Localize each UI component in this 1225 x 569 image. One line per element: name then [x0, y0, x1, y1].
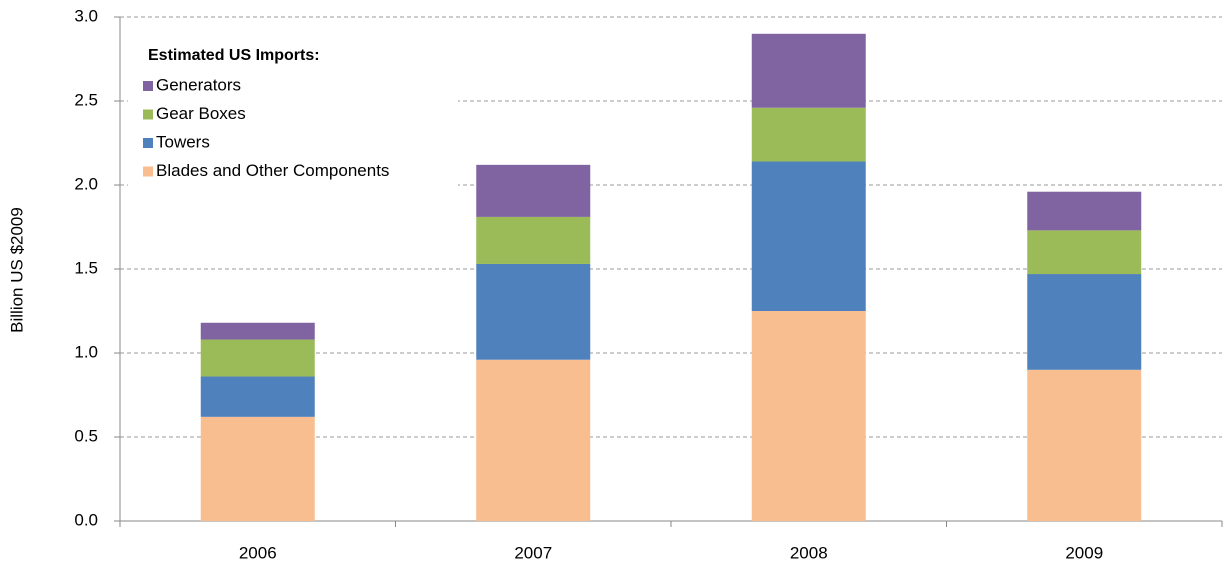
- bar-segment: [751, 311, 866, 521]
- y-tick-label: 1.5: [74, 258, 98, 277]
- y-tick-label: 0.0: [74, 510, 98, 529]
- bar-segment: [200, 322, 315, 340]
- bar-segment: [476, 359, 591, 521]
- bar-segment: [476, 164, 591, 217]
- y-tick-label: 0.5: [74, 426, 98, 445]
- bar-segment: [200, 339, 315, 377]
- y-tick-label: 3.0: [74, 6, 98, 25]
- legend-label: Generators: [156, 75, 241, 94]
- bar-segment: [1027, 274, 1142, 370]
- x-tick-label: 2006: [239, 543, 277, 562]
- legend-title: Estimated US Imports:: [148, 47, 320, 64]
- bar-segment: [476, 216, 591, 264]
- x-tick-label: 2008: [790, 543, 828, 562]
- bar-segment: [751, 161, 866, 311]
- bar-segment: [1027, 191, 1142, 231]
- legend-background: [128, 28, 458, 188]
- bar-segment: [1027, 369, 1142, 521]
- legend-label: Blades and Other Components: [156, 161, 389, 180]
- legend-swatch: [143, 166, 153, 177]
- y-axis-label: Billion US $2009: [7, 207, 26, 333]
- y-tick-label: 1.0: [74, 342, 98, 361]
- legend-swatch: [143, 109, 153, 120]
- y-tick-label: 2.5: [74, 90, 98, 109]
- x-tick-label: 2009: [1065, 543, 1103, 562]
- y-tick-label: 2.0: [74, 174, 98, 193]
- bar-segment: [1027, 230, 1142, 275]
- legend-swatch: [143, 138, 153, 148]
- x-tick-label: 2007: [514, 543, 552, 562]
- bar-segment: [751, 107, 866, 162]
- bar-segment: [476, 263, 591, 360]
- legend-label: Towers: [156, 132, 210, 151]
- bar-segment: [751, 33, 866, 108]
- legend-swatch: [143, 81, 153, 91]
- bar-segment: [200, 416, 315, 521]
- legend-label: Gear Boxes: [156, 104, 246, 123]
- bar-segment: [200, 376, 315, 417]
